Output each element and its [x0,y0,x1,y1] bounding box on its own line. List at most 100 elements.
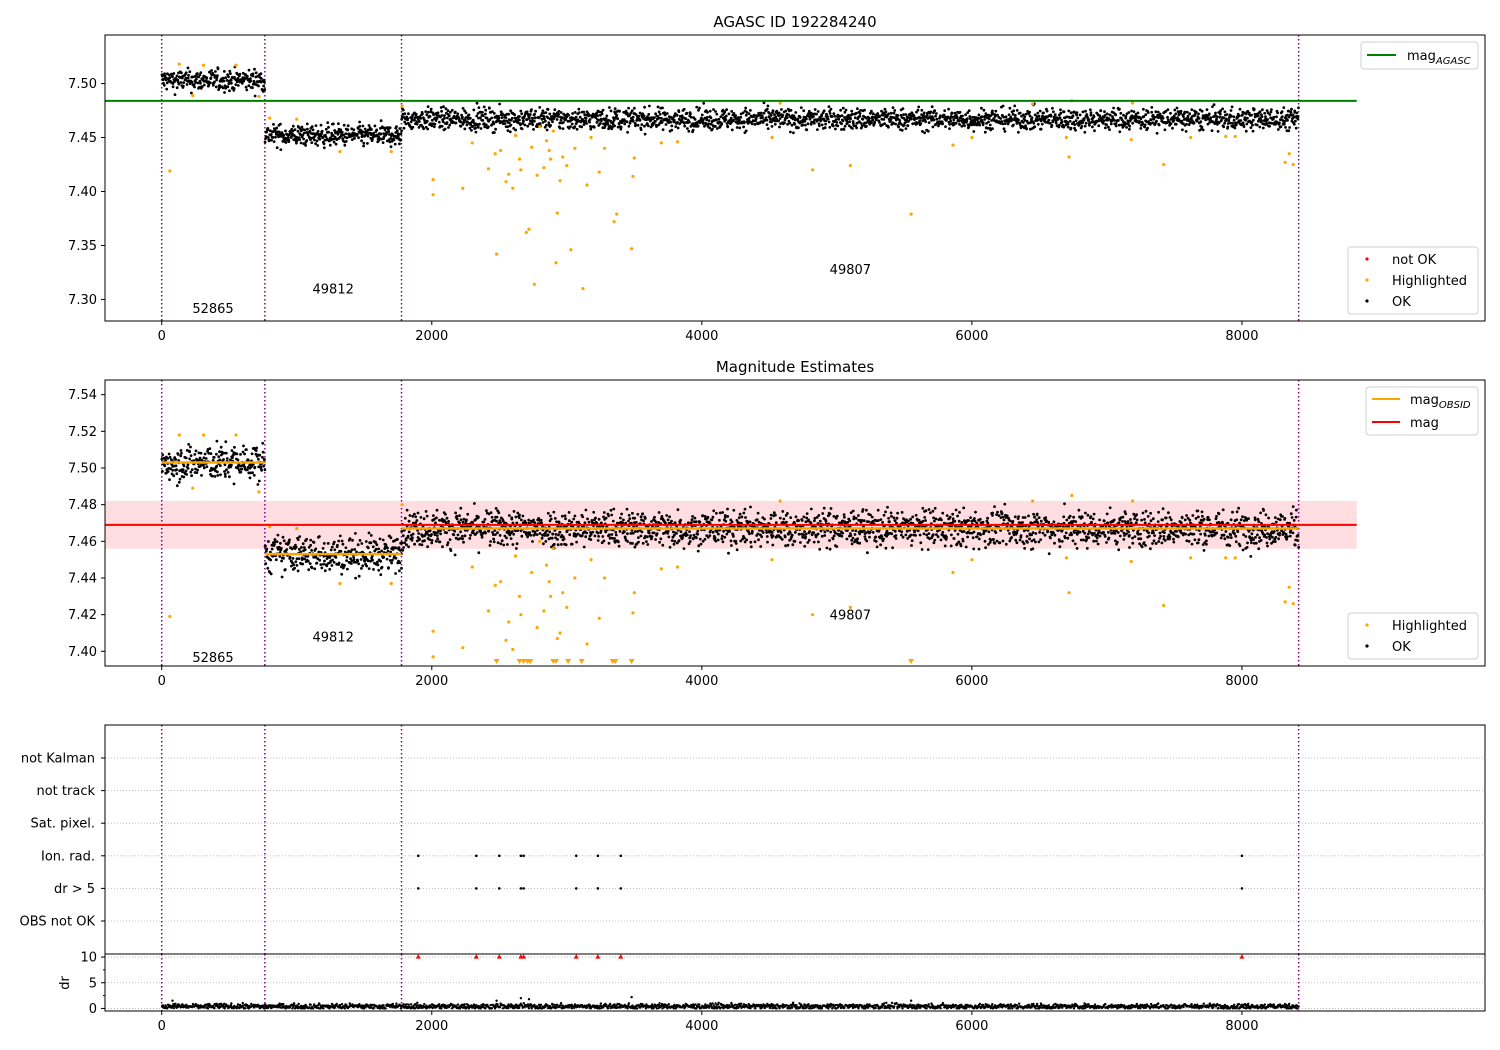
ok-point [817,118,820,121]
ok-point [706,115,709,119]
ok-point [396,537,399,541]
ok-point [715,530,719,534]
ok-point [163,464,167,468]
ok-point [298,535,302,538]
ok-point [773,119,777,123]
ok-point [499,521,502,524]
ok-point [388,559,392,562]
ok-point [434,539,438,543]
ok-point [743,536,746,540]
ok-point [321,547,325,550]
highlighted-point [535,173,539,177]
ok-point [619,516,622,520]
ok-point [643,517,647,520]
ok-point [299,133,302,137]
ok-point [592,510,596,514]
ok-point [1008,106,1012,110]
ok-point [570,542,574,546]
ok-point [190,80,194,84]
ok-point [855,126,858,130]
ok-point [343,143,347,147]
ok-point [337,539,341,543]
ok-point [849,534,853,537]
ok-point [312,541,316,544]
ok-point [439,106,443,109]
ok-point [597,535,600,538]
ok-point [922,111,926,115]
ok-point [1009,115,1013,119]
ok-point [960,124,964,128]
ok-point [1089,113,1093,117]
ok-point [838,115,842,118]
ok-point [980,106,983,110]
ok-point [749,540,753,544]
ok-point [386,549,390,553]
ok-point [441,545,444,549]
ok-point [994,531,998,534]
ok-point [834,516,838,520]
ok-point [1029,127,1032,131]
ok-point [720,537,724,541]
ok-point [805,128,809,132]
ok-point [471,125,475,128]
ok-point [680,114,684,118]
ok-point [301,562,305,566]
ok-point [972,530,976,534]
ok-point [715,127,719,130]
ok-point [555,118,559,121]
ok-point [776,530,780,533]
ok-point [955,113,958,117]
ok-point [341,563,344,566]
ok-point [658,112,662,116]
ok-point [604,117,608,120]
ok-point [874,540,878,543]
legend-not-ok-label: not OK [1392,253,1437,268]
ok-point [426,105,430,108]
ok-point [507,514,511,517]
ok-point [541,121,545,124]
ok-point [691,537,695,541]
ok-point [216,474,220,477]
ok-point [516,121,520,125]
ok-point [1286,113,1289,117]
ok-point [725,532,729,536]
ok-point [604,516,608,520]
ok-point [1223,110,1227,114]
ok-point [484,108,488,112]
ok-point [244,85,248,89]
ok-point [869,111,872,115]
ok-point [977,547,981,551]
ok-point [1231,121,1234,125]
ok-point [319,563,323,566]
ok-point [836,124,840,128]
ok-point [880,117,884,121]
ok-point [1139,126,1143,130]
ok-point [843,515,846,519]
ok-point [552,542,556,546]
ok-point [253,67,256,71]
ok-point [988,541,992,544]
ok-point [546,511,550,515]
ok-point [631,115,635,119]
ok-point [748,520,752,524]
ok-point [1142,107,1145,111]
ok-point [973,517,976,520]
ok-point [782,517,786,521]
ok-point [1062,110,1066,114]
ok-point [978,123,981,127]
ok-point [253,465,257,469]
ok-point [520,534,524,538]
ok-point [943,109,947,112]
ok-point [948,127,951,130]
ok-point [744,113,748,117]
ok-point [459,120,463,124]
ok-point [805,516,808,520]
highlighted-point [268,116,272,120]
ok-point [396,129,399,133]
ok-point [190,91,193,95]
ok-point [450,108,454,112]
ok-point [224,440,228,444]
ok-point [924,519,927,522]
ok-point [646,115,649,119]
ok-point [333,135,337,139]
